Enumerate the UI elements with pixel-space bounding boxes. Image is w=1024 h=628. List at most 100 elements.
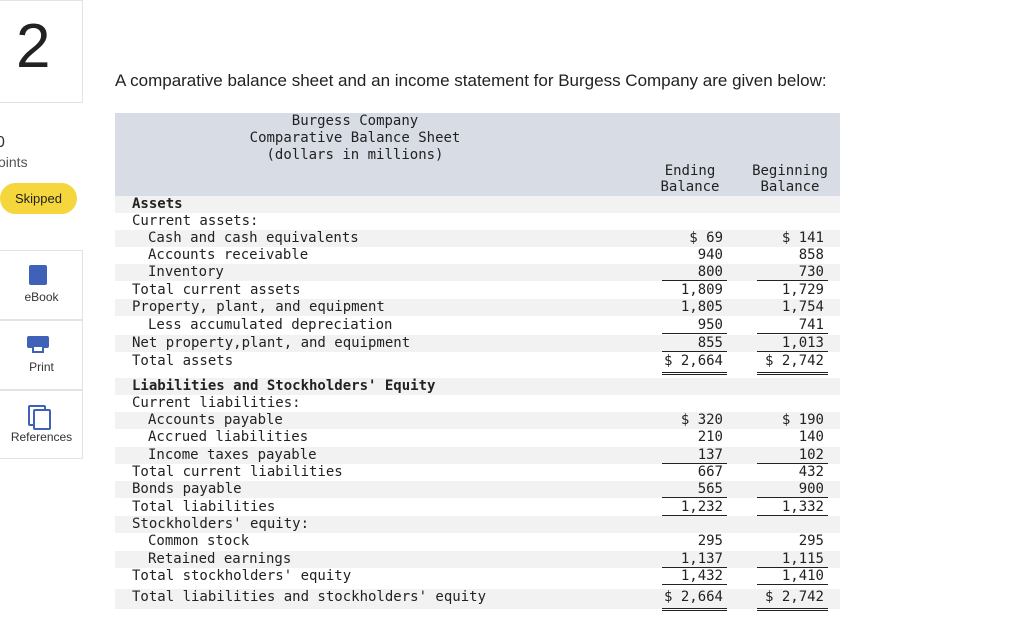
beginning-value: $ 190 [781,412,824,428]
ebook-button[interactable]: eBook [0,250,83,320]
ebook-icon [29,265,47,285]
beginning-value: 1,332 [757,499,828,516]
table-row: Accrued liabilities 210 140 [115,429,840,446]
beginning-value: $ 141 [781,230,824,246]
beginning-value: 730 [757,264,828,281]
table-row: Total assets $ 2,664 $ 2,742 [115,353,840,375]
ending-value: 800 [662,264,727,281]
beginning-value: 102 [757,447,828,464]
beginning-value: 140 [798,429,824,445]
beginning-value: 858 [798,247,824,263]
ending-value: 667 [697,464,723,480]
table-row: Liabilities and Stockholders' Equity [115,378,840,395]
table-row: Net property,plant, and equipment 855 1,01… [115,335,840,352]
table-row: Less accumulated depreciation 950 741 [115,317,840,334]
table-row: Accounts payable $ 320 $ 190 [115,412,840,429]
references-icon-front [33,409,51,430]
row-label: Current assets: [132,213,259,229]
beginning-value: 432 [798,464,824,480]
table-row: Total liabilities and stockholders' equi… [115,589,840,611]
ending-value: 950 [662,317,727,334]
status-pill: Skipped [0,183,77,214]
row-label: Stockholders' equity: [132,516,310,532]
references-button[interactable]: References [0,390,83,459]
beginning-value: $ 2,742 [757,353,828,375]
table-row: Total stockholders' equity 1,432 1,410 [115,568,840,585]
points-label: oints [0,154,28,170]
table-row: Stockholders' equity: [115,516,840,533]
table-row: Income taxes payable 137 102 [115,447,840,464]
table-row: Current liabilities: [115,395,840,412]
row-label: Inventory [148,264,224,280]
beginning-value: 1,729 [781,282,824,298]
beginning-value: 1,115 [757,551,828,568]
row-label: Total liabilities [132,499,276,515]
beginning-value: 295 [798,533,824,549]
beginning-value: 741 [757,317,828,334]
question-number: 2 [16,12,51,81]
row-label: Accounts receivable [148,247,309,263]
row-label: Accrued liabilities [148,429,309,445]
row-label: Income taxes payable [148,447,317,463]
ending-value: 1,232 [662,499,727,516]
table-row: Accounts receivable 940 858 [115,247,840,264]
ending-value: $ 2,664 [662,589,727,611]
table-title: Comparative Balance Sheet [249,130,461,146]
ending-value: $ 69 [689,230,723,246]
table-row: Common stock 295 295 [115,533,840,550]
intro-text: A comparative balance sheet and an incom… [115,71,827,90]
row-label: Total liabilities and stockholders' equi… [132,589,487,605]
table-row: Retained earnings 1,137 1,115 [115,551,840,568]
table-row: Property, plant, and equipment 1,805 1,754 [115,299,840,316]
ending-value: 1,809 [680,282,723,298]
print-icon-paper [32,345,44,353]
ending-value: 210 [697,429,723,445]
tool-label: References [10,430,73,444]
row-label: Liabilities and Stockholders' Equity [132,378,436,394]
ending-value: 1,432 [662,568,727,585]
row-label: Total assets [132,353,234,369]
table-row: Assets [115,196,840,213]
tool-label: Print [29,360,54,374]
beginning-value: 1,754 [781,299,824,315]
print-button[interactable]: Print [0,320,83,390]
table-row: Bonds payable 565 900 [115,481,840,498]
table-header [115,113,840,196]
beginning-value: 1,013 [757,335,828,352]
row-label: Retained earnings [148,551,292,567]
row-label: Net property,plant, and equipment [132,335,411,351]
ending-value: 137 [662,447,727,464]
ending-value: 855 [662,335,727,352]
beginning-value: 1,410 [757,568,828,585]
row-label: Common stock [148,533,250,549]
ending-value: 1,137 [662,551,727,568]
beginning-value: 900 [757,481,828,498]
row-label: Bonds payable [132,481,242,497]
table-row: Total liabilities 1,232 1,332 [115,499,840,516]
ending-value: 565 [662,481,727,498]
table-row: Current assets: [115,213,840,230]
tool-label: eBook [24,290,59,304]
table-row: Total current assets 1,809 1,729 [115,282,840,299]
table-row: Total current liabilities 667 432 [115,464,840,481]
row-label: Property, plant, and equipment [132,299,385,315]
ending-value: $ 320 [680,412,723,428]
row-label: Total current liabilities [132,464,343,480]
ending-value: 940 [697,247,723,263]
ending-value: 295 [697,533,723,549]
ending-value: 1,805 [680,299,723,315]
column-header: Ending Balance [660,163,720,195]
balance-sheet: Burgess Company Comparative Balance Sheet… [115,113,840,613]
row-label: Assets [132,196,183,212]
row-label: Cash and cash equivalents [148,230,359,246]
beginning-value: $ 2,742 [757,589,828,611]
row-label: Current liabilities: [132,395,301,411]
points-value: 0 [0,134,5,151]
row-label: Accounts payable [148,412,283,428]
column-header: Beginning Balance [752,163,828,195]
ending-value: $ 2,664 [662,353,727,375]
question-box: 2 [0,0,83,103]
table-title: (dollars in millions) [266,147,444,163]
table-title: Burgess Company [291,113,419,129]
